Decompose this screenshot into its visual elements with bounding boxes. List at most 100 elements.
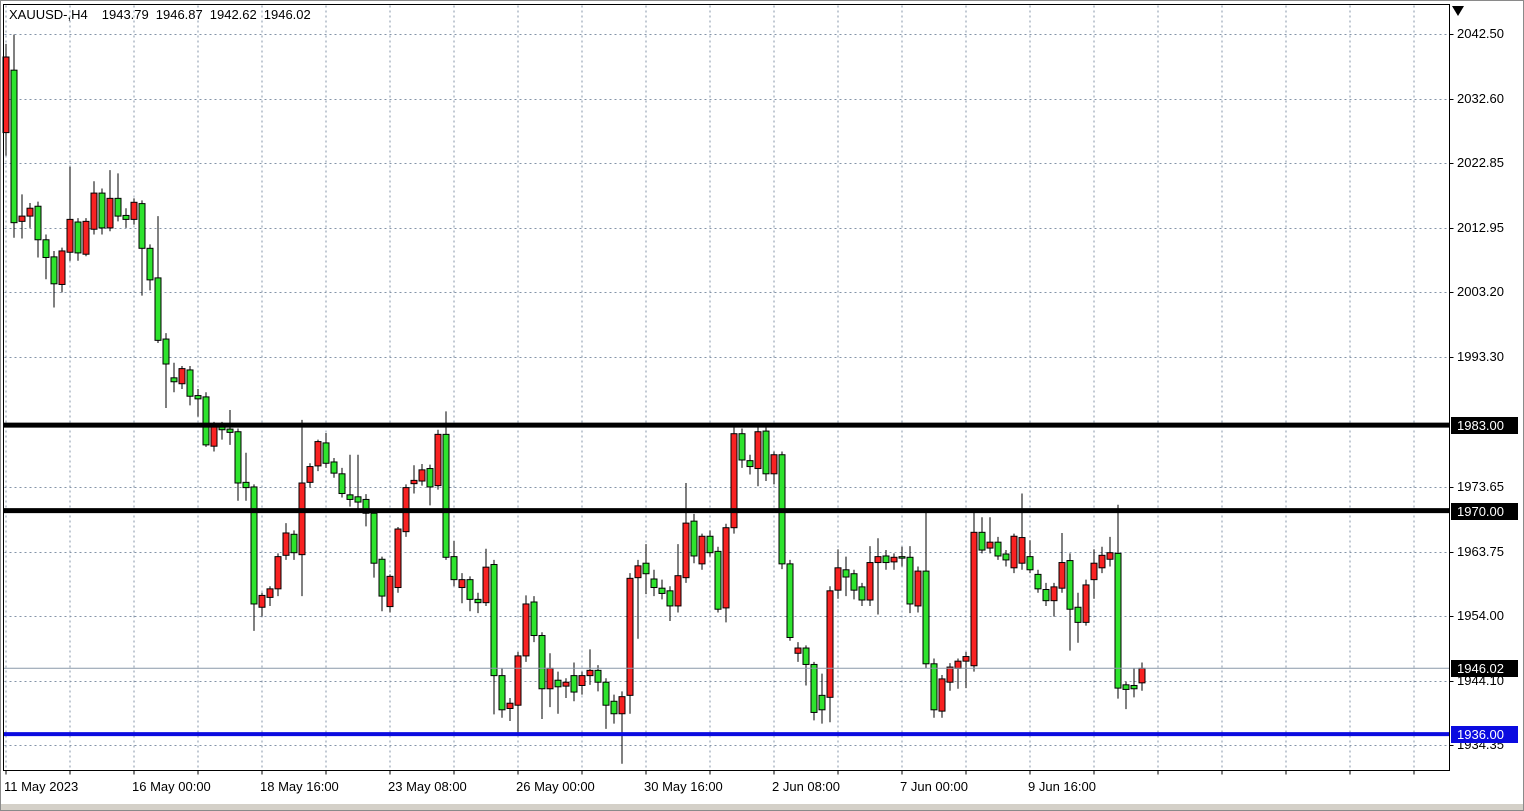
candle[interactable] bbox=[642, 562, 650, 575]
candle[interactable] bbox=[594, 669, 602, 683]
candle[interactable] bbox=[466, 579, 474, 600]
candle[interactable] bbox=[1082, 584, 1090, 623]
candle[interactable] bbox=[786, 563, 794, 638]
candle[interactable] bbox=[1042, 589, 1050, 602]
candle[interactable] bbox=[90, 192, 98, 230]
candle[interactable] bbox=[850, 573, 858, 591]
candle[interactable] bbox=[482, 566, 490, 604]
candle[interactable] bbox=[650, 578, 658, 589]
candle[interactable] bbox=[450, 556, 458, 581]
candle[interactable] bbox=[602, 681, 610, 706]
candle[interactable] bbox=[354, 496, 362, 503]
candle[interactable] bbox=[1066, 560, 1074, 610]
candle[interactable] bbox=[250, 486, 258, 605]
candle[interactable] bbox=[514, 655, 522, 706]
candle[interactable] bbox=[1026, 556, 1034, 571]
candle[interactable] bbox=[538, 635, 546, 690]
candle[interactable] bbox=[370, 512, 378, 564]
candle[interactable] bbox=[770, 454, 778, 475]
candle[interactable] bbox=[714, 550, 722, 610]
candle[interactable] bbox=[266, 588, 274, 598]
candle[interactable] bbox=[242, 481, 250, 489]
candle[interactable] bbox=[258, 594, 266, 608]
candle[interactable] bbox=[834, 567, 842, 591]
candle[interactable] bbox=[178, 368, 186, 385]
candle[interactable] bbox=[570, 675, 578, 693]
candle[interactable] bbox=[458, 579, 466, 589]
candle[interactable] bbox=[330, 461, 338, 474]
candle[interactable] bbox=[130, 201, 138, 220]
candle[interactable] bbox=[346, 494, 354, 500]
candle[interactable] bbox=[866, 562, 874, 601]
candle[interactable] bbox=[634, 565, 642, 579]
candle[interactable] bbox=[898, 556, 906, 559]
candle[interactable] bbox=[1098, 554, 1106, 569]
candle[interactable] bbox=[442, 433, 450, 558]
candle[interactable] bbox=[578, 675, 586, 686]
candle[interactable] bbox=[722, 527, 730, 609]
candle[interactable] bbox=[194, 395, 202, 400]
candle[interactable] bbox=[730, 433, 738, 529]
candle[interactable] bbox=[58, 250, 66, 285]
candle[interactable] bbox=[802, 647, 810, 665]
candle[interactable] bbox=[842, 569, 850, 578]
candle[interactable] bbox=[386, 575, 394, 608]
candle[interactable] bbox=[1138, 667, 1146, 684]
candle[interactable] bbox=[738, 433, 746, 461]
candle[interactable] bbox=[546, 667, 554, 690]
candle[interactable] bbox=[970, 531, 978, 667]
candle[interactable] bbox=[826, 590, 834, 698]
candle[interactable] bbox=[882, 555, 890, 564]
candle[interactable] bbox=[1034, 573, 1042, 590]
candle[interactable] bbox=[162, 338, 170, 365]
candle[interactable] bbox=[746, 460, 754, 468]
candle[interactable] bbox=[1010, 535, 1018, 569]
candle[interactable] bbox=[674, 575, 682, 607]
candle[interactable] bbox=[146, 247, 154, 281]
candle[interactable] bbox=[698, 535, 706, 565]
candle[interactable] bbox=[418, 469, 426, 482]
candle[interactable] bbox=[66, 218, 74, 253]
candle[interactable] bbox=[1074, 606, 1082, 623]
candle[interactable] bbox=[906, 556, 914, 605]
candle[interactable] bbox=[34, 205, 42, 241]
candle[interactable] bbox=[810, 663, 818, 713]
candle[interactable] bbox=[274, 556, 282, 590]
candle[interactable] bbox=[554, 679, 562, 688]
candle[interactable] bbox=[362, 498, 370, 514]
candle[interactable] bbox=[378, 558, 386, 597]
candle[interactable] bbox=[666, 590, 674, 607]
candle[interactable] bbox=[690, 520, 698, 557]
candle[interactable] bbox=[946, 666, 954, 683]
candle[interactable] bbox=[1130, 684, 1138, 690]
candle[interactable] bbox=[794, 647, 802, 654]
candle[interactable] bbox=[282, 532, 290, 556]
candle[interactable] bbox=[106, 197, 114, 229]
candle[interactable] bbox=[914, 570, 922, 607]
candle[interactable] bbox=[682, 522, 690, 579]
candle[interactable] bbox=[618, 696, 626, 715]
candle[interactable] bbox=[26, 207, 34, 217]
candle[interactable] bbox=[610, 700, 618, 715]
candle[interactable] bbox=[234, 431, 242, 484]
candle[interactable] bbox=[1018, 537, 1026, 564]
candle[interactable] bbox=[50, 256, 58, 285]
candle[interactable] bbox=[474, 598, 482, 604]
candle[interactable] bbox=[858, 586, 866, 601]
candle[interactable] bbox=[290, 533, 298, 554]
candle[interactable] bbox=[1106, 552, 1114, 560]
candle[interactable] bbox=[522, 603, 530, 657]
candle[interactable] bbox=[922, 570, 930, 665]
candle[interactable] bbox=[626, 577, 634, 696]
candle[interactable] bbox=[962, 656, 970, 662]
candle[interactable] bbox=[82, 220, 90, 255]
candle[interactable] bbox=[154, 277, 162, 341]
candle[interactable] bbox=[658, 587, 666, 594]
candle[interactable] bbox=[170, 377, 178, 383]
candle[interactable] bbox=[210, 425, 218, 447]
candle[interactable] bbox=[42, 239, 50, 259]
candle[interactable] bbox=[706, 535, 714, 554]
candle[interactable] bbox=[490, 564, 498, 677]
candle[interactable] bbox=[122, 214, 130, 220]
